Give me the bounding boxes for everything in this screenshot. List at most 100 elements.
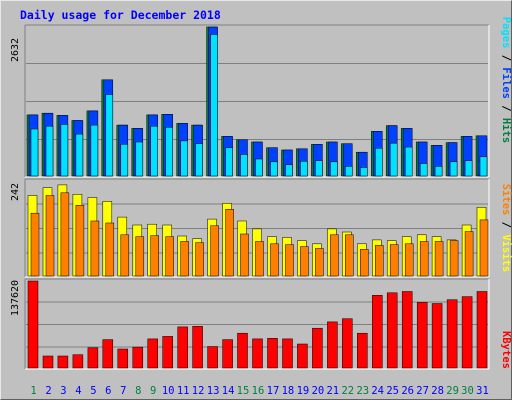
bar-kbytes-day-19 (297, 343, 308, 369)
bar-pages-day-13 (210, 34, 218, 177)
day-label-12: 12 (192, 385, 205, 397)
bar-kbytes-day-31 (476, 291, 488, 369)
bar-kbytes-day-12 (192, 326, 203, 369)
bar-kbytes-day-17 (267, 338, 278, 369)
bar-sites-day-25 (389, 244, 399, 277)
day-label-19: 19 (297, 385, 310, 397)
bar-sites-day-4 (75, 205, 85, 277)
bar-kbytes-day-2 (42, 355, 54, 369)
bar-sites-day-11 (180, 241, 189, 277)
svg-text:KBytes: KBytes (500, 331, 512, 369)
bar-pages-day-24 (375, 148, 383, 177)
legend-hits: Hits (500, 118, 512, 143)
day-label-8: 8 (135, 385, 141, 397)
bar-pages-day-6 (105, 94, 114, 177)
legend-kbytes: KBytes (500, 331, 512, 369)
y-max-label-middle: 242 (10, 183, 21, 201)
bar-kbytes-day-23 (357, 332, 368, 369)
legend-pages-files-hits: Pages / Files / Hits (500, 17, 512, 143)
day-label-13: 13 (207, 385, 220, 397)
bar-sites-day-17 (270, 243, 279, 277)
bar-kbytes-day-10 (162, 336, 173, 369)
bar-sites-day-20 (315, 248, 324, 277)
bar-kbytes-day-11 (177, 326, 188, 369)
bar-sites-day-28 (434, 241, 444, 277)
bar-pages-day-16 (255, 158, 263, 177)
day-label-21: 21 (326, 385, 339, 397)
day-axis-labels: 1 2 3 4 5 6 7 8 9 10 11 12 13 14 15 16 17 18 19 20 21 22 23 24 2… (30, 385, 488, 397)
bar-sites-day-15 (240, 233, 249, 277)
bar-sites-day-22 (345, 234, 354, 277)
day-label-24: 24 (371, 385, 384, 397)
day-label-7: 7 (120, 385, 126, 397)
bar-kbytes-day-8 (132, 346, 144, 369)
chart-title: Daily usage for December 2018 (20, 8, 221, 22)
day-label-5: 5 (90, 385, 96, 397)
bar-kbytes-day-30 (461, 296, 473, 369)
bar-sites-day-5 (90, 220, 100, 277)
bar-pages-day-1 (30, 128, 39, 177)
y-max-label-top: 2632 (10, 38, 21, 62)
bar-sites-day-19 (300, 246, 309, 277)
day-label-23: 23 (356, 385, 369, 397)
day-label-11: 11 (177, 385, 190, 397)
bar-kbytes-day-4 (72, 354, 84, 369)
bar-sites-day-21 (330, 234, 339, 277)
bar-kbytes-day-16 (252, 338, 263, 369)
bar-kbytes-day-29 (446, 299, 458, 369)
legend-sites: Sites (500, 184, 512, 216)
bar-sites-day-26 (404, 243, 414, 277)
bar-sites-day-10 (165, 236, 174, 277)
bar-kbytes-day-25 (386, 292, 398, 369)
bar-kbytes-day-14 (222, 339, 233, 369)
bar-pages-day-22 (345, 166, 353, 177)
bar-pages-day-4 (75, 133, 84, 177)
bar-pages-day-31 (479, 156, 488, 177)
bar-sites-day-18 (285, 244, 294, 277)
day-label-27: 27 (416, 385, 429, 397)
bar-sites-day-7 (120, 234, 130, 277)
bar-kbytes-day-1 (27, 280, 39, 369)
day-label-31: 31 (476, 385, 489, 397)
day-label-26: 26 (401, 385, 414, 397)
bar-pages-day-7 (120, 144, 129, 177)
bar-kbytes-day-26 (401, 291, 413, 369)
bar-pages-day-12 (195, 143, 203, 177)
bar-sites-day-8 (135, 236, 145, 277)
day-label-4: 4 (75, 385, 81, 397)
day-label-17: 17 (267, 385, 280, 397)
bar-sites-day-27 (419, 241, 429, 277)
bar-pages-day-23 (360, 167, 368, 177)
svg-text:Sites / Visits: Sites / Visits (500, 184, 512, 273)
legend-sites-visits: Sites / Visits (500, 184, 512, 273)
bar-sites-day-3 (60, 192, 70, 277)
bar-kbytes-day-18 (282, 338, 293, 369)
legend-kbytes: KBytes (500, 331, 512, 369)
bar-sites-day-16 (255, 241, 264, 277)
day-label-28: 28 (431, 385, 444, 397)
day-label-9: 9 (150, 385, 156, 397)
bar-pages-day-9 (150, 125, 158, 177)
legend-pages: Pages (500, 17, 512, 49)
bar-kbytes-day-9 (147, 338, 158, 369)
legend-separator: / (500, 48, 512, 67)
legend-files: Files (500, 67, 512, 99)
bar-sites-day-1 (30, 212, 40, 277)
bar-pages-day-11 (180, 140, 188, 177)
bar-kbytes-day-20 (312, 327, 323, 369)
y-max-label-bottom: 137620 (10, 280, 21, 316)
bar-sites-day-9 (150, 235, 159, 277)
bar-pages-day-10 (165, 127, 173, 177)
bar-kbytes-day-28 (431, 303, 443, 369)
legend-visits: Visits (500, 234, 512, 272)
day-label-18: 18 (282, 385, 295, 397)
bar-pages-day-19 (300, 161, 308, 177)
bar-kbytes-day-5 (87, 347, 99, 369)
panel-kbytes (24, 278, 490, 370)
day-label-2: 2 (45, 385, 51, 397)
bar-kbytes-day-21 (327, 321, 338, 369)
bar-sites-day-30 (464, 231, 474, 277)
day-label-14: 14 (222, 385, 235, 397)
bar-sites-day-2 (45, 195, 55, 277)
panel-hits-files-pages (24, 24, 490, 178)
